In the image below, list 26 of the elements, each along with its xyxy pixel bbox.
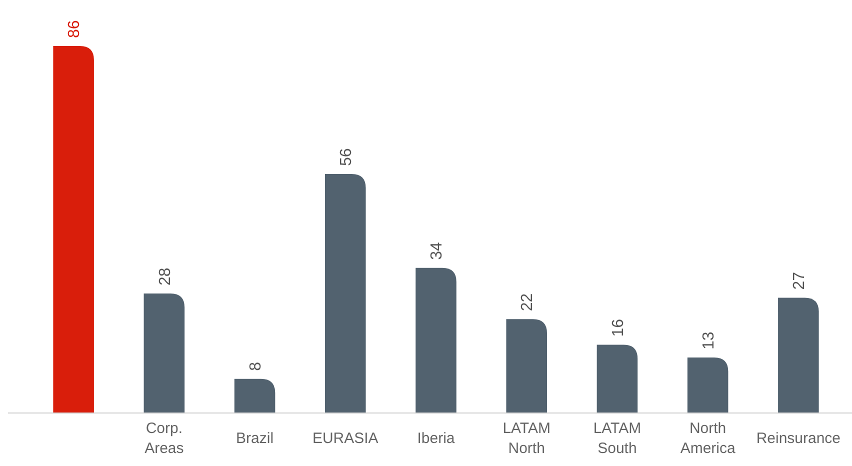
bar (53, 46, 94, 413)
x-tick-label: North America (680, 420, 736, 457)
bar (234, 378, 276, 413)
bar (144, 294, 185, 413)
x-tick-label: LATAM North (502, 420, 551, 457)
x-tick-label: LATAM South (593, 420, 642, 457)
x-tick-label: Reinsurance (756, 430, 841, 447)
data-label: 34 (428, 242, 446, 260)
x-tick-label: Corp. Areas (144, 420, 184, 457)
x-tick-label: Brazil (236, 430, 274, 447)
bar (506, 319, 547, 413)
data-label: 8 (247, 362, 264, 371)
data-label: 27 (791, 272, 808, 290)
data-label: 16 (610, 318, 627, 337)
x-tick-label: Iberia (417, 430, 456, 447)
data-label: 56 (338, 148, 355, 166)
data-label: 13 (700, 332, 718, 350)
bar (416, 268, 456, 413)
bar (687, 358, 728, 413)
data-label: 22 (519, 293, 536, 312)
data-label: 28 (156, 268, 174, 286)
bar (325, 174, 366, 413)
bar (778, 298, 819, 413)
x-tick-label: EURASIA (312, 430, 378, 447)
bar (596, 344, 638, 413)
data-label: 86 (66, 20, 84, 38)
